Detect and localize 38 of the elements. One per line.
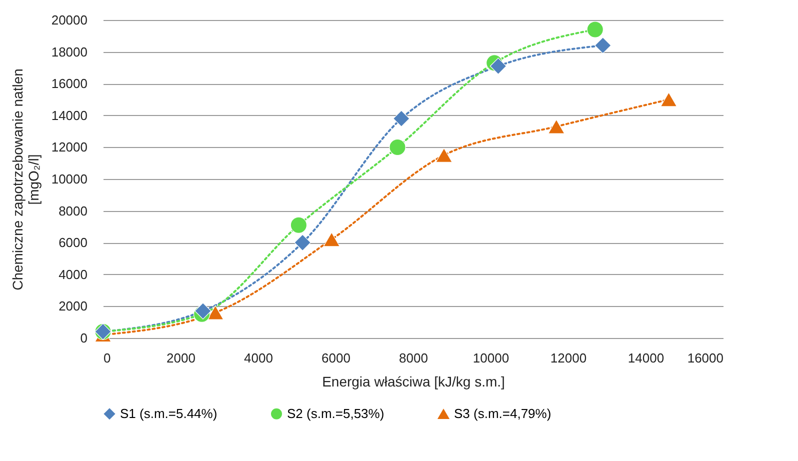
point — [586, 21, 604, 38]
y-tick-label: 6000 — [58, 235, 88, 250]
legend-label: S2 (s.m.=5,53%) — [287, 406, 384, 421]
point — [490, 58, 507, 74]
y-axis-title: Chemiczne zapotrzebowanie natlen [mgO₂/l] — [9, 68, 42, 290]
x-tick-label: 14000 — [628, 350, 664, 366]
point — [207, 305, 224, 320]
x-tick-label: 4000 — [244, 350, 273, 366]
point — [436, 148, 452, 162]
x-tick-label: 16000 — [687, 350, 724, 366]
point — [393, 110, 410, 127]
x-tick-label: 8000 — [399, 350, 428, 366]
y-tick-label: 10000 — [51, 172, 88, 186]
x-tick-label: 12000 — [550, 350, 587, 366]
y-tick-label: 16000 — [51, 76, 88, 92]
y-tick-label: 4000 — [58, 266, 88, 282]
point — [290, 216, 308, 234]
x-tick-label: 0 — [104, 350, 111, 366]
y-tick-label: 8000 — [58, 203, 88, 218]
legend-label: S1 (s.m.=5.44%) — [120, 406, 218, 421]
y-tick-label: 18000 — [51, 44, 88, 60]
point — [548, 119, 565, 134]
legend-label: S3 (s.m.=4,79%) — [454, 406, 552, 422]
point — [323, 232, 340, 247]
y-tick-label: 0 — [80, 330, 88, 346]
point — [389, 138, 406, 156]
point — [594, 37, 612, 54]
y-tick-label: 14000 — [51, 108, 88, 123]
y-tick-label: 20000 — [51, 12, 88, 28]
x-tick-label: 10000 — [472, 350, 510, 366]
point — [660, 92, 678, 107]
x-tick-label: 2000 — [166, 350, 196, 366]
y-tick-label: 12000 — [51, 140, 88, 155]
point — [294, 234, 311, 251]
point — [194, 302, 212, 320]
x-axis-title: Energia właściwa [kJ/kg s.m.] — [322, 374, 505, 390]
y-tick-label: 2000 — [58, 298, 88, 314]
x-tick-label: 6000 — [322, 350, 350, 366]
